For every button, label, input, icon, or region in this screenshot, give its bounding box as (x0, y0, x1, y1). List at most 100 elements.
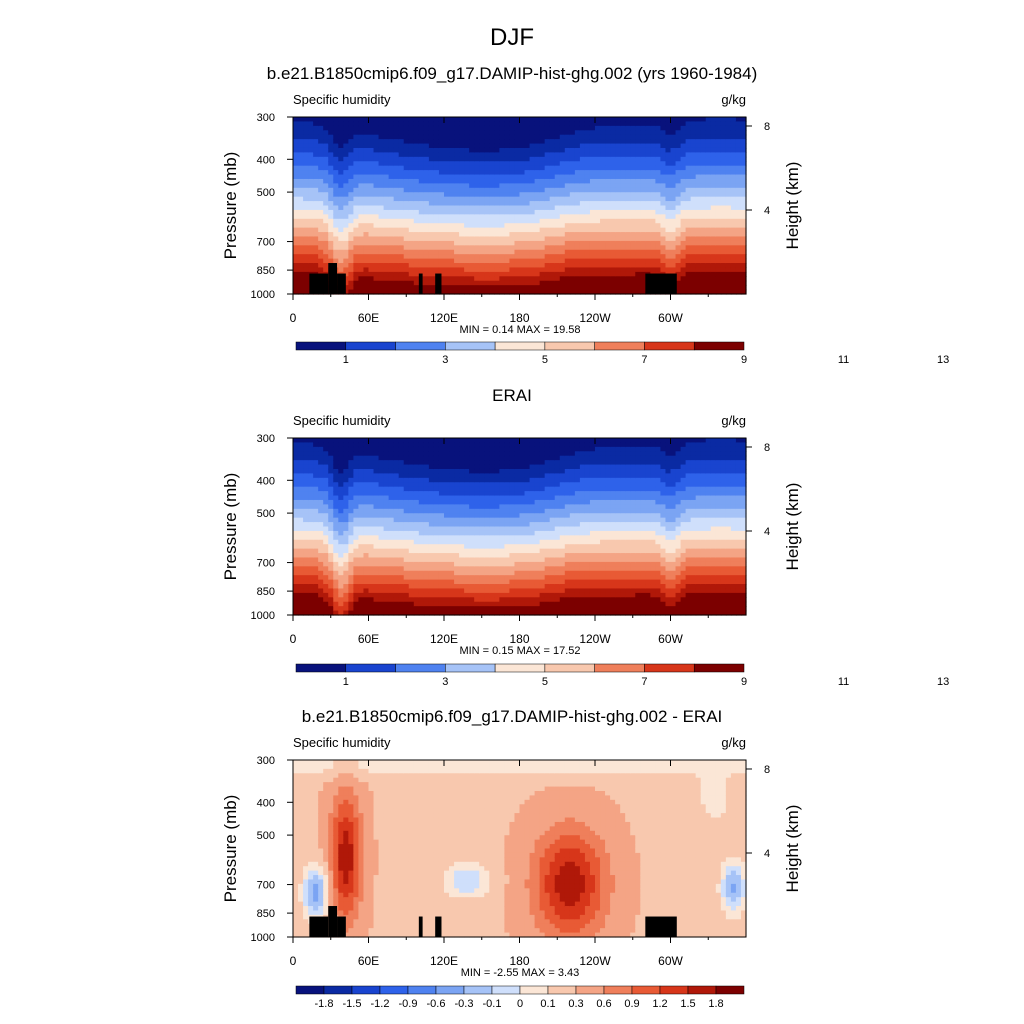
contour-cell (308, 147, 314, 153)
contour-cell (504, 218, 511, 224)
contour-cell (398, 271, 405, 277)
contour-cell (690, 249, 697, 255)
contour-cell (494, 205, 500, 211)
contour-cell (333, 513, 339, 519)
contour-cell (388, 271, 395, 277)
contour-cell (650, 134, 656, 140)
contour-cell (484, 205, 490, 211)
contour-cell (368, 209, 375, 215)
contour-cell (428, 495, 435, 501)
contour-cell (730, 130, 737, 136)
contour-cell (725, 125, 732, 131)
contour-cell (504, 196, 511, 202)
contour-cell (408, 517, 415, 523)
contour-cell (358, 508, 365, 514)
contour-cell (418, 473, 425, 479)
contour-cell (348, 477, 354, 483)
contour-cell (529, 236, 536, 242)
contour-cell (298, 601, 304, 607)
contour-cell (428, 289, 435, 295)
contour-cell (303, 187, 309, 193)
contour-cell (298, 223, 304, 229)
contour-cell (408, 276, 415, 282)
contour-cell (368, 134, 375, 140)
contour-cell (353, 192, 360, 198)
contour-cell (293, 271, 299, 277)
contour-cell (343, 526, 349, 532)
contour-cell (418, 161, 425, 167)
contour-cell (710, 183, 717, 189)
contour-cell (690, 227, 697, 233)
contour-cell (725, 263, 732, 269)
contour-cell (373, 240, 380, 246)
contour-cell (368, 117, 375, 123)
contour-cell (720, 240, 727, 246)
contour-cell (408, 236, 415, 242)
contour-cell (333, 254, 339, 260)
contour-cell (428, 196, 435, 202)
contour-cell (449, 161, 455, 167)
contour-cell (433, 236, 440, 242)
contour-cell (554, 117, 561, 123)
contour-cell (449, 482, 455, 488)
contour-cell (413, 178, 420, 184)
contour-cell (529, 196, 536, 202)
contour-cell (358, 491, 365, 497)
contour-cell (635, 201, 641, 207)
contour-cell (413, 130, 420, 136)
contour-cell (398, 495, 405, 501)
contour-cell (610, 125, 616, 131)
contour-cell (630, 267, 636, 273)
contour-cell (353, 584, 360, 590)
contour-cell (740, 121, 747, 127)
contour-cell (690, 139, 697, 145)
contour-cell (388, 584, 395, 590)
contour-cell (534, 117, 541, 123)
contour-cell (373, 530, 380, 536)
contour-cell (449, 245, 455, 251)
contour-cell (499, 285, 505, 291)
contour-cell (690, 178, 697, 184)
contour-cell (298, 214, 304, 220)
contour-cell (640, 152, 646, 158)
contour-cell (499, 125, 505, 131)
contour-cell (494, 121, 500, 127)
contour-cell (589, 205, 596, 211)
contour-cell (454, 522, 460, 528)
contour-cell (383, 125, 390, 131)
contour-cell (358, 499, 365, 505)
contour-cell (715, 223, 722, 229)
contour-cell (720, 236, 727, 242)
contour-cell (484, 209, 490, 215)
contour-cell (635, 280, 641, 286)
contour-cell (438, 544, 445, 550)
contour-cell (479, 178, 485, 184)
contour-cell (373, 196, 380, 202)
contour-cell (534, 245, 541, 251)
contour-cell (318, 240, 324, 246)
contour-cell (640, 267, 646, 273)
contour-cell (444, 285, 450, 291)
contour-cell (413, 227, 420, 233)
contour-cell (534, 240, 541, 246)
contour-cell (383, 495, 390, 501)
contour-cell (378, 285, 385, 291)
contour-cell (625, 263, 631, 269)
contour-cell (438, 174, 445, 180)
contour-cell (499, 165, 505, 171)
contour-cell (363, 495, 370, 501)
contour-cell (373, 495, 380, 501)
contour-cell (610, 245, 616, 251)
contour-cell (358, 143, 365, 149)
contour-cell (740, 139, 747, 145)
contour-cell (569, 121, 576, 127)
contour-cell (368, 254, 375, 260)
contour-cell (368, 592, 375, 598)
contour-cell (383, 165, 390, 171)
contour-cell (529, 245, 536, 251)
contour-cell (710, 139, 717, 145)
contour-cell (509, 201, 516, 207)
contour-cell (645, 117, 651, 123)
topography-block (328, 263, 338, 294)
contour-cell (635, 130, 641, 136)
